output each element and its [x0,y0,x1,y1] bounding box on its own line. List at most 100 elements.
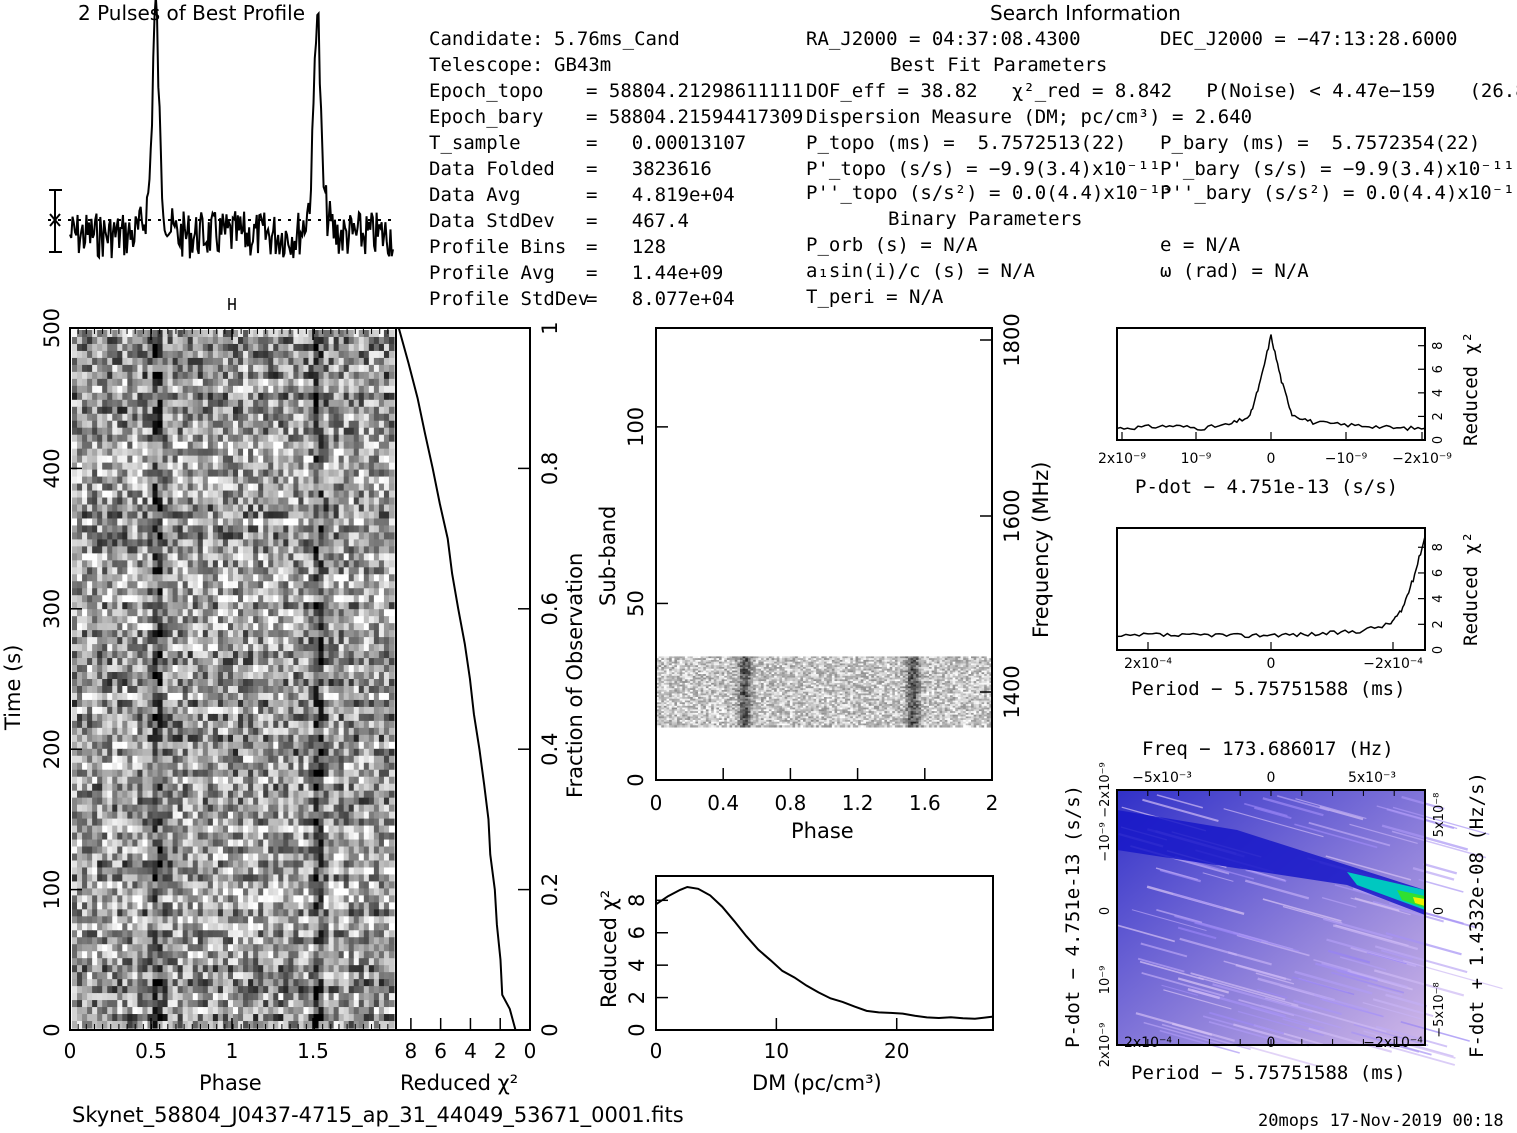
time-phase-pixel [308,378,315,387]
time-phase-pixel [268,560,274,568]
time-phase-pixel [97,504,103,513]
time-phase-pixel [127,574,133,582]
time-phase-pixel [117,783,123,792]
time-phase-pixel [142,350,149,359]
time-phase-pixel [238,525,244,534]
time-phase-pixel [97,860,103,869]
time-phase-pixel [117,637,123,645]
time-phase-pixel [192,776,199,785]
time-phase-pixel [117,553,123,561]
time-phase-pixel [132,720,139,729]
time-phase-pixel [258,720,264,729]
time-phase-pixel [212,734,219,743]
time-phase-pixel [137,385,144,394]
time-phase-pixel [157,392,164,401]
time-phase-pixel [308,811,315,820]
time-phase-pixel [263,581,269,589]
time-phase-pixel [373,371,380,380]
time-phase-pixel [197,392,204,401]
time-phase-pixel [373,734,380,743]
time-phase-pixel [92,532,98,540]
time-phase-pixel [333,546,340,554]
time-phase-pixel [72,406,78,415]
time-phase-pixel [207,427,214,436]
time-phase-pixel [97,637,103,645]
time-phase-pixel [142,441,149,450]
time-phase-pixel [233,672,239,680]
time-phase-pixel [283,406,289,415]
time-phase-pixel [343,797,350,806]
time-phase-pixel [202,427,209,436]
time-phase-pixel [253,762,259,771]
time-phase-pixel [162,616,169,624]
time-phase-pixel [222,685,229,694]
time-phase-pixel [238,357,244,366]
time-phase-pixel [323,371,330,380]
time-phase-pixel [248,637,254,645]
time-phase-pixel [243,350,249,359]
time-phase-pixel [258,427,264,436]
time-phase-pixel [182,860,189,869]
time-phase-pixel [97,413,103,422]
time-phase-pixel [197,581,204,589]
time-phase-pixel [343,392,350,401]
time-phase-pixel [298,616,305,624]
time-phase-pixel [107,483,113,492]
time-phase-pixel [97,399,103,408]
time-phase-pixel [313,734,320,743]
time-phase-pixel [107,665,113,673]
time-phase-pixel [268,525,274,534]
time-phase-pixel [258,630,264,638]
time-phase-pixel [222,846,229,855]
time-phase-pixel [142,602,149,610]
time-phase-pixel [172,350,179,359]
time-phase-pixel [388,350,395,359]
time-phase-pixel [157,336,164,345]
time-phase-pixel [338,413,345,422]
time-phase-pixel [177,504,184,513]
time-phase-pixel [152,706,159,715]
time-phase-pixel [112,609,118,617]
time-phase-pixel [388,525,395,534]
time-phase-pixel [162,330,169,338]
time-phase-pixel [308,413,315,422]
time-phase-pixel [222,336,229,345]
time-phase-pixel [323,462,330,471]
time-phase-pixel [157,497,164,506]
time-phase-pixel [293,644,300,652]
time-phase-pixel [343,546,350,554]
time-phase-pixel [197,497,204,506]
time-phase-pixel [142,567,149,575]
time-phase-pixel [172,860,179,869]
time-phase-pixel [212,343,219,352]
time-phase-pixel [368,818,375,827]
time-phase-pixel [92,343,98,352]
time-phase-pixel [353,504,360,513]
time-phase-pixel [353,455,360,464]
time-phase-pixel [202,357,209,366]
time-phase-pixel [253,755,259,764]
time-phase-pixel [363,783,370,792]
time-phase-pixel [202,385,209,394]
time-phase-pixel [238,616,244,624]
time-phase-pixel [288,790,294,799]
time-phase-pixel [137,713,144,722]
time-phase-pixel [313,825,320,834]
time-phase-pixel [182,413,189,422]
time-phase-pixel [378,553,385,561]
time-phase-pixel [298,748,305,757]
time-phase-pixel [288,336,294,345]
time-phase-pixel [132,448,139,457]
time-phase-pixel [122,574,128,582]
time-phase-pixel [207,350,214,359]
time-phase-pixel [333,581,340,589]
time-phase-pixel [207,518,214,527]
time-phase-pixel [358,392,365,401]
time-phase-pixel [162,679,169,687]
time-phase-pixel [142,665,149,673]
time-phase-pixel [187,776,194,785]
time-phase-pixel [308,720,315,729]
time-phase-pixel [92,588,98,596]
time-phase-pixel [212,385,219,394]
time-phase-pixel [243,623,249,631]
